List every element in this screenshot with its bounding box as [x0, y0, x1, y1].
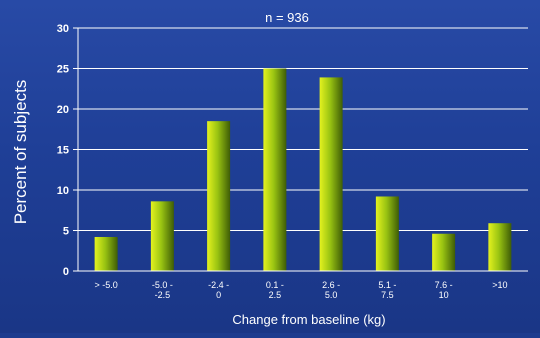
x-tick-labels: > -5.0 -5.0 --2.5 -2.4 -0 0.1 -2.5 2.6 -5.0 5… — [94, 280, 507, 300]
bars — [94, 68, 512, 272]
x-tick-label: > -5.0 — [94, 280, 117, 290]
bar — [150, 201, 174, 271]
y-tick-label: 0 — [63, 266, 69, 278]
y-axis-label: Percent of subjects — [11, 80, 30, 225]
bar — [375, 196, 399, 271]
bar — [432, 233, 456, 271]
y-tick-label: 30 — [57, 23, 69, 35]
y-tick-label: 5 — [63, 226, 69, 238]
x-tick-label: 5.1 -7.5 — [378, 280, 396, 300]
chart-title: n = 936 — [265, 10, 309, 25]
y-tick-label: 20 — [57, 104, 69, 116]
bar — [263, 68, 287, 271]
x-axis-label: Change from baseline (kg) — [232, 312, 385, 327]
x-tick-label: -2.4 -0 — [208, 280, 229, 300]
y-tick-label: 15 — [57, 145, 69, 157]
axes — [77, 28, 528, 272]
bar — [94, 236, 118, 271]
x-tick-label: -5.0 --2.5 — [152, 280, 173, 300]
y-tick-label: 25 — [57, 64, 69, 76]
x-tick-label: 7.6 -10 — [435, 280, 453, 300]
x-tick-label: >10 — [492, 280, 507, 290]
y-tick-labels: 0 5 10 15 20 25 30 — [57, 23, 69, 278]
gridlines — [73, 27, 528, 272]
bar — [319, 77, 343, 271]
y-tick-label: 10 — [57, 185, 69, 197]
x-tick-label: 2.6 -5.0 — [322, 280, 340, 300]
bar — [488, 223, 512, 271]
bar — [207, 121, 231, 272]
x-tick-label: 0.1 -2.5 — [266, 280, 284, 300]
